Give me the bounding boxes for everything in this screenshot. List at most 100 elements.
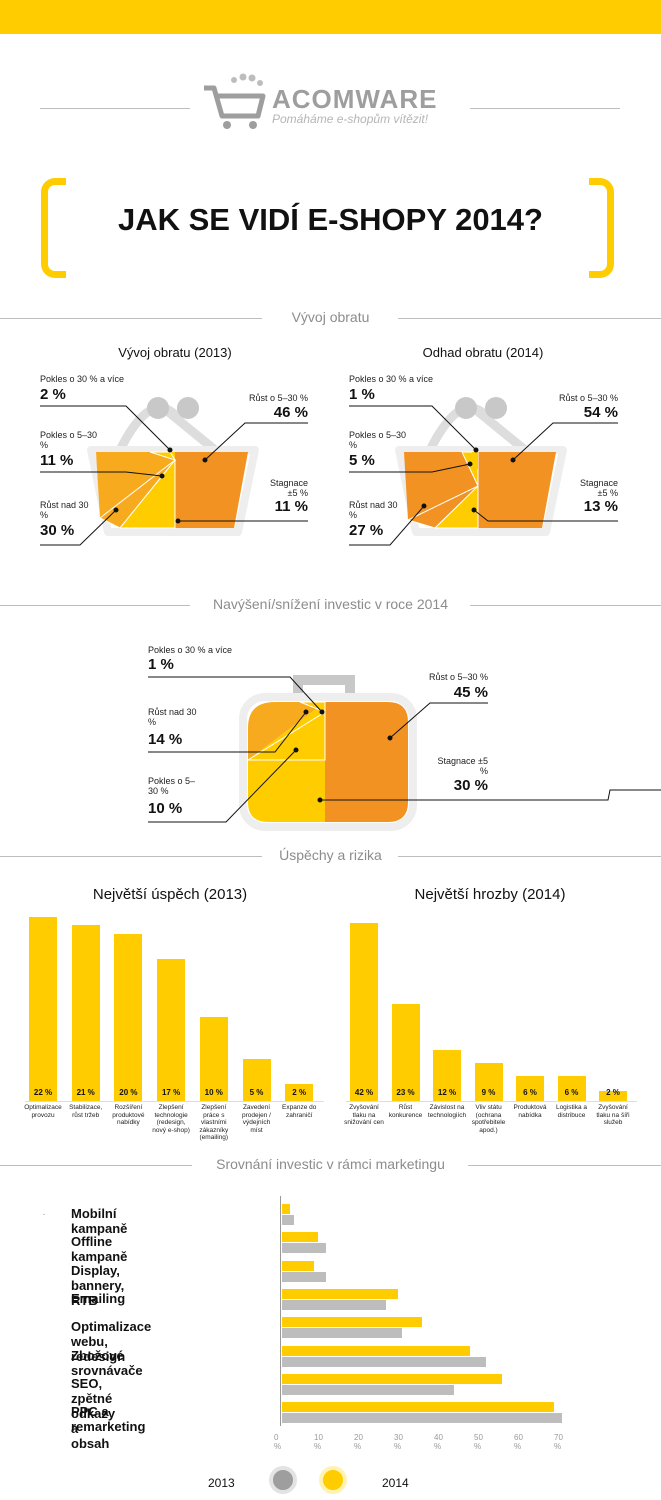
bar-category-label: Produktová nabídka bbox=[513, 1104, 547, 1119]
bar-2014 bbox=[282, 1232, 318, 1243]
x-tick-label: 60 % bbox=[514, 1433, 523, 1451]
divider-line bbox=[40, 108, 190, 109]
chart-title-threats: Největší hrozby (2014) bbox=[414, 886, 566, 903]
briefcase-investment bbox=[239, 675, 417, 831]
basket-2013 bbox=[87, 397, 259, 536]
bar bbox=[557, 1075, 586, 1101]
bar-2014 bbox=[282, 1402, 554, 1413]
x-tick-label: 10 % bbox=[314, 1433, 323, 1451]
bar-category-label: Zavedení prodejen / výdejních míst bbox=[242, 1104, 271, 1134]
section-title-investment: Navýšení/snížení investic v roce 2014 bbox=[212, 596, 448, 612]
divider-line bbox=[0, 605, 190, 606]
label-decline5-2013: Pokles o 5–30 % bbox=[40, 430, 98, 450]
bar-value-label: 21 % bbox=[76, 1088, 95, 1097]
bar-category-label: Zvyšování tlaku na snižování cen bbox=[344, 1104, 384, 1126]
value-inv-growth30: 14 % bbox=[148, 731, 183, 748]
legend-dot-2014 bbox=[319, 1466, 347, 1494]
value-inv-growth5: 45 % bbox=[453, 684, 488, 701]
bar-2013 bbox=[282, 1271, 326, 1282]
bar-value-label: 23 % bbox=[396, 1088, 415, 1097]
bar-category-label: Růst konkurence bbox=[388, 1104, 423, 1119]
bar-2014 bbox=[282, 1373, 502, 1384]
value-stagnation-2013: 11 % bbox=[274, 498, 308, 515]
divider-line bbox=[0, 318, 262, 319]
value-growth30-2014: 27 % bbox=[349, 522, 384, 539]
divider-line bbox=[0, 856, 262, 857]
bar-value-label: 6 % bbox=[523, 1088, 537, 1097]
left-bracket bbox=[41, 178, 66, 278]
label-inv-stagnation: Stagnace ±5 % bbox=[437, 756, 488, 776]
bar bbox=[199, 1017, 228, 1101]
bar-value-label: 20 % bbox=[119, 1088, 138, 1097]
divider-line bbox=[398, 318, 661, 319]
label-decline5-2014: Pokles o 5–30 % bbox=[349, 430, 407, 450]
bar bbox=[71, 925, 100, 1101]
bar-2013 bbox=[282, 1384, 454, 1395]
top-accent-bar bbox=[0, 0, 661, 34]
section-title-marketing: Srovnání investic v rámci marketingu bbox=[216, 1156, 445, 1172]
bar-category-label: Vliv státu (ochrana spotřebitele apod.) bbox=[471, 1104, 506, 1134]
marketing-category-label: Offline kampaně bbox=[71, 1234, 128, 1265]
basket-2014 bbox=[395, 397, 567, 536]
bar-2013 bbox=[282, 1328, 402, 1339]
marketing-category-label: Display, bannery, RTB bbox=[71, 1262, 125, 1308]
bar bbox=[242, 1059, 271, 1101]
divider-line bbox=[398, 856, 661, 857]
bar-category-label: Rozšíření produktové nabídky bbox=[112, 1104, 145, 1126]
label-stagnation-2014: Stagnace ±5 % bbox=[579, 478, 618, 498]
bar-category-label: Závislost na technologiích bbox=[427, 1104, 467, 1119]
marketing-category-label: Emailing bbox=[71, 1290, 126, 1306]
marketing-axis bbox=[280, 1196, 281, 1426]
legend-label-2013: 2013 bbox=[208, 1476, 235, 1490]
bar-category-label: Zlepšení technologie (redesign, nový e-s… bbox=[152, 1104, 190, 1134]
bar-2014 bbox=[282, 1204, 290, 1214]
bar-value-label: 2 % bbox=[606, 1088, 620, 1097]
label-growth30-2014: Růst nad 30 % bbox=[349, 500, 398, 520]
x-tick-label: 30 % bbox=[394, 1433, 403, 1451]
value-decline5-2014: 5 % bbox=[349, 452, 375, 469]
label-inv-decline5: Pokles o 5–30 % bbox=[148, 776, 196, 796]
x-tick-label: 20 % bbox=[354, 1433, 363, 1451]
label-stagnation-2013: Stagnace ±5 % bbox=[269, 478, 308, 498]
label-growth30-2013: Růst nad 30 % bbox=[40, 500, 89, 520]
bar-2013 bbox=[282, 1243, 326, 1254]
value-inv-decline30: 1 % bbox=[148, 656, 174, 673]
main-title: JAK SE VIDÍ E-SHOPY 2014? bbox=[118, 202, 543, 237]
section-title-success: Úspěchy a rizika bbox=[279, 847, 382, 863]
chart-title-success: Největší úspěch (2013) bbox=[92, 886, 248, 903]
divider-dot bbox=[43, 1214, 45, 1215]
divider-line bbox=[468, 1165, 661, 1166]
bar bbox=[433, 1050, 461, 1101]
value-growth30-2013: 30 % bbox=[40, 522, 75, 539]
bar-value-label: 10 % bbox=[204, 1088, 223, 1097]
brand-tagline: Pomáháme e-shopům vítězit! bbox=[272, 112, 429, 126]
bar-2014 bbox=[282, 1288, 398, 1299]
value-stagnation-2014: 13 % bbox=[583, 498, 618, 515]
bar-baseline bbox=[346, 1101, 637, 1102]
bar bbox=[474, 1062, 503, 1101]
bar bbox=[516, 1075, 544, 1101]
x-tick-label: 50 % bbox=[474, 1433, 483, 1451]
right-bracket bbox=[589, 178, 614, 278]
x-tick-label: 40 % bbox=[434, 1433, 443, 1451]
brand-name: ACOMWARE bbox=[272, 84, 438, 114]
marketing-category-label: Optimalizace webu, redesign bbox=[71, 1319, 152, 1365]
bar bbox=[157, 958, 186, 1101]
legend-dot-2013 bbox=[269, 1466, 297, 1494]
bar-value-label: 6 % bbox=[564, 1088, 579, 1097]
divider-line bbox=[470, 605, 661, 606]
bar-value-label: 5 % bbox=[249, 1088, 264, 1097]
label-inv-growth30: Růst nad 30 % bbox=[148, 707, 197, 727]
bar-category-label: Stabilizace, růst tržeb bbox=[69, 1104, 103, 1119]
value-inv-decline5: 10 % bbox=[148, 800, 183, 817]
value-decline30-2014: 1 % bbox=[349, 386, 375, 403]
chart-title-turnover-2013: Vývoj obratu (2013) bbox=[118, 345, 232, 360]
bar-category-label: Zvyšování tlaku na šíři služeb bbox=[596, 1104, 630, 1126]
bar-value-label: 12 % bbox=[437, 1088, 457, 1097]
bar bbox=[114, 933, 143, 1101]
label-inv-decline30: Pokles o 30 % a více bbox=[148, 645, 233, 655]
divider-line bbox=[0, 1165, 192, 1166]
bar bbox=[29, 917, 57, 1101]
value-decline30-2013: 2 % bbox=[40, 386, 66, 403]
bar-2013 bbox=[282, 1299, 386, 1310]
